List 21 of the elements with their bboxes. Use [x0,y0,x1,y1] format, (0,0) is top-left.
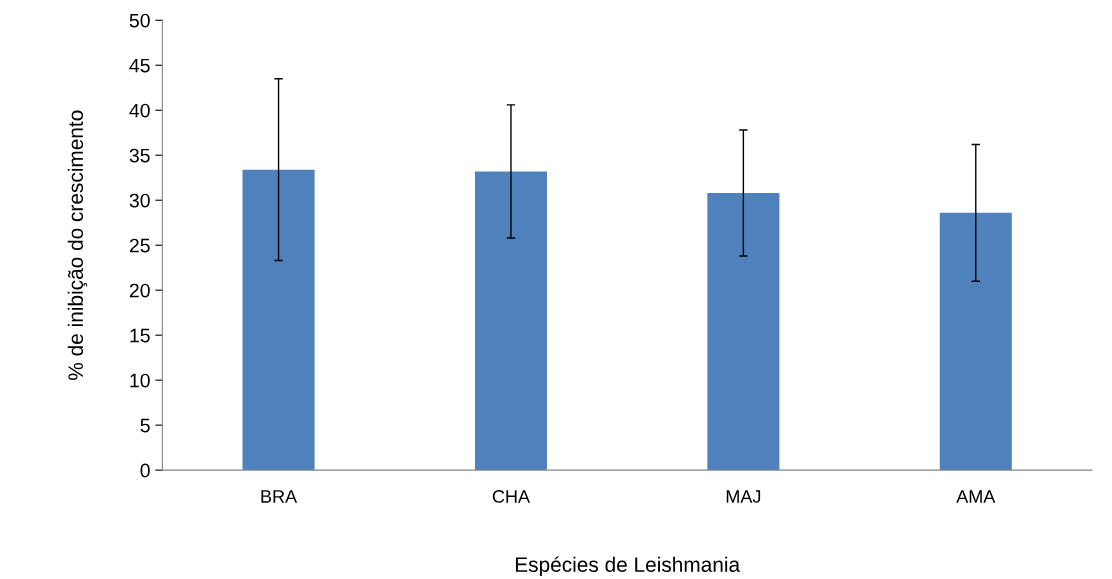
y-tick-label: 30 [129,193,150,208]
bar [707,193,780,471]
y-tick-label: 10 [130,373,150,388]
x-tick-label: MAJ [726,490,761,503]
y-tick-label: 40 [129,103,150,118]
y-axis-title: % de inibição do crescimento [67,110,88,380]
x-tick-label: BRA [261,490,298,503]
x-tick-label: AMA [956,490,996,503]
x-axis-title: Espécies de Leishmania [515,556,741,577]
y-tick-label: 25 [129,238,150,253]
y-tick-label: 5 [140,418,150,433]
y-tick-label: 45 [129,58,150,73]
bar [939,212,1012,471]
bar [474,171,547,471]
y-tick-label: 20 [129,283,150,298]
x-tick-label: CHA [492,490,530,503]
y-tick-label: 35 [129,148,150,163]
y-tick-label: 0 [140,463,150,478]
y-tick-label: 15 [130,328,150,343]
bar [242,169,315,471]
y-tick-label: 50 [129,13,150,28]
